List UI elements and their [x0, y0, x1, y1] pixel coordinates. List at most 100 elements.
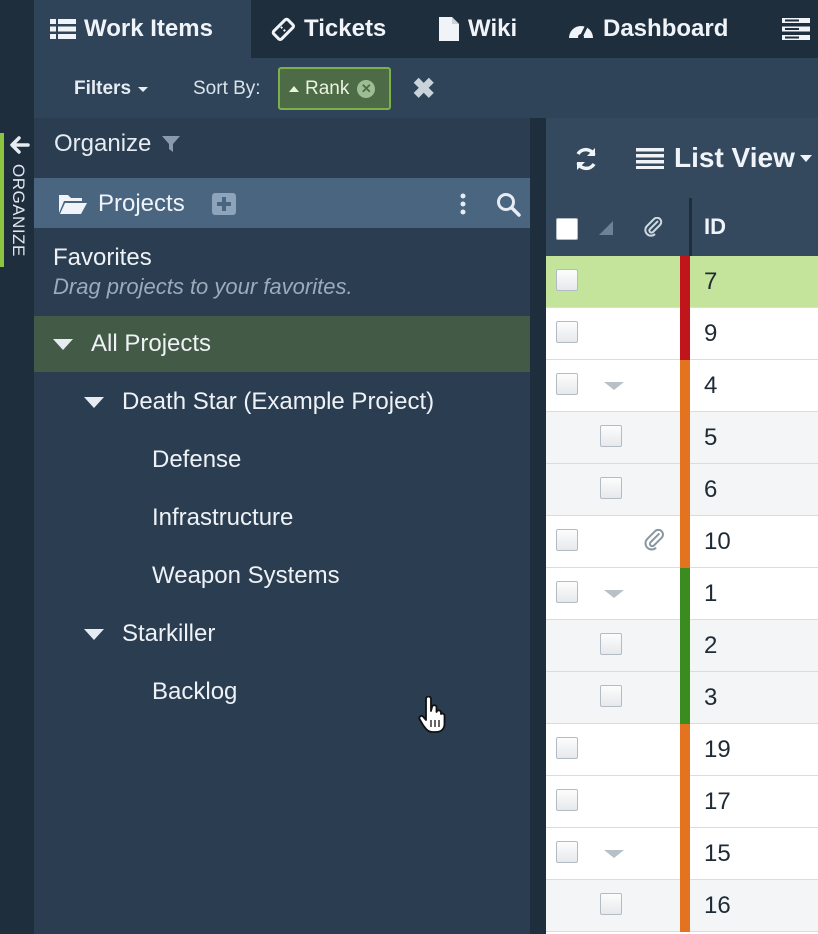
select-all-checkbox[interactable] [556, 218, 578, 240]
table-row[interactable]: 6 [546, 464, 818, 516]
tree-item-defense[interactable]: Defense [34, 432, 530, 488]
caret-down-icon[interactable] [84, 628, 104, 640]
table-row[interactable]: 17 [546, 776, 818, 828]
list-view-dropdown[interactable]: List View [636, 142, 818, 174]
table-row[interactable]: 10 [546, 516, 818, 568]
caret-down-icon [138, 87, 149, 92]
tree-item-death-star[interactable]: Death Star (Example Project) [34, 374, 530, 430]
table-row[interactable]: 7 [546, 256, 818, 308]
table-row[interactable]: 15 [546, 828, 818, 880]
caret-down-icon[interactable] [84, 396, 104, 408]
expand-toggle-icon[interactable] [604, 382, 624, 390]
expand-toggle-icon[interactable] [604, 850, 624, 858]
remove-sort-icon[interactable]: ✕ [357, 79, 376, 98]
priority-color-bar [680, 308, 690, 360]
row-checkbox[interactable] [556, 373, 578, 395]
row-checkbox[interactable] [556, 737, 578, 759]
row-checkbox[interactable] [556, 581, 578, 603]
priority-color-bar [680, 568, 690, 620]
priority-color-bar [680, 724, 690, 776]
column-header-id[interactable]: ID [704, 214, 726, 239]
row-checkbox[interactable] [556, 269, 578, 291]
table-row[interactable]: 5 [546, 412, 818, 464]
ticket-icon [271, 17, 295, 41]
more-vertical-icon[interactable] [460, 193, 466, 215]
table-row[interactable]: 19 [546, 724, 818, 776]
row-checkbox[interactable] [600, 477, 622, 499]
row-id[interactable]: 15 [704, 840, 731, 867]
row-checkbox[interactable] [556, 841, 578, 863]
panel-divider [34, 178, 530, 180]
list-lines-icon [636, 148, 664, 169]
filters-dropdown[interactable]: Filters [74, 78, 150, 100]
organize-title: Organize [54, 130, 181, 158]
tab-label: Work Items [84, 15, 213, 42]
row-id[interactable]: 16 [704, 892, 731, 919]
organize-toggle-strip[interactable]: ORGANIZE [0, 0, 34, 934]
tree-item-backlog[interactable]: Backlog [34, 664, 530, 720]
row-checkbox[interactable] [600, 425, 622, 447]
row-id[interactable]: 4 [704, 372, 718, 399]
menu-icon [782, 18, 810, 40]
caret-down-icon[interactable] [53, 338, 73, 350]
more-menu[interactable] [782, 0, 818, 58]
clear-filters-icon[interactable]: ✖ [412, 73, 436, 104]
tree-item-infrastructure[interactable]: Infrastructure [34, 490, 530, 546]
tree-item-label: Infrastructure [152, 504, 294, 531]
row-id[interactable]: 7 [704, 268, 718, 295]
row-checkbox[interactable] [600, 633, 622, 655]
table-row[interactable]: 2 [546, 620, 818, 672]
filter-bar: Filters Sort By: Rank ✕ ✖ [34, 58, 818, 118]
arrow-left-icon[interactable] [8, 134, 30, 156]
hand-cursor-icon [418, 696, 446, 733]
search-icon[interactable] [496, 192, 522, 218]
work-item-list: List View ID 7 9 4 5 6 10 1 2 3 19 17 15 16 [546, 118, 818, 934]
favorites-hint: Drag projects to your favorites. [53, 274, 353, 299]
tree-item-all-projects[interactable]: All Projects [34, 316, 530, 372]
filter-icon[interactable] [161, 134, 181, 154]
tab-work-items[interactable]: Work Items [34, 0, 251, 58]
priority-color-bar [680, 464, 690, 516]
panel-splitter[interactable] [530, 118, 546, 934]
priority-color-bar [680, 880, 690, 932]
tab-dashboard[interactable]: Dashboard [567, 0, 728, 58]
row-checkbox[interactable] [556, 529, 578, 551]
row-id[interactable]: 5 [704, 424, 718, 451]
row-checkbox[interactable] [556, 321, 578, 343]
tab-wiki[interactable]: Wiki [438, 0, 517, 58]
tree-item-label: Death Star (Example Project) [122, 388, 435, 415]
row-id[interactable]: 3 [704, 684, 718, 711]
projects-label: Projects [98, 190, 185, 217]
sort-by-label: Sort By: [193, 78, 261, 99]
row-id[interactable]: 9 [704, 320, 718, 347]
row-checkbox[interactable] [556, 789, 578, 811]
add-project-icon[interactable] [212, 193, 236, 215]
attachment-icon [644, 217, 663, 237]
row-id[interactable]: 1 [704, 580, 718, 607]
expand-all-icon[interactable] [597, 219, 615, 237]
priority-color-bar [680, 828, 690, 880]
table-row[interactable]: 4 [546, 360, 818, 412]
tree-item-weapon-systems[interactable]: Weapon Systems [34, 548, 530, 604]
expand-toggle-icon[interactable] [604, 590, 624, 598]
attachment-icon[interactable] [644, 528, 666, 552]
row-checkbox[interactable] [600, 893, 622, 915]
column-separator[interactable] [689, 198, 692, 256]
table-row[interactable]: 9 [546, 308, 818, 360]
row-id[interactable]: 2 [704, 632, 718, 659]
table-row[interactable]: 3 [546, 672, 818, 724]
table-row[interactable]: 1 [546, 568, 818, 620]
row-id[interactable]: 10 [704, 528, 731, 555]
document-icon [439, 17, 459, 41]
refresh-icon[interactable] [573, 146, 599, 172]
row-id[interactable]: 17 [704, 788, 731, 815]
row-id[interactable]: 6 [704, 476, 718, 503]
row-id[interactable]: 19 [704, 736, 731, 763]
tab-tickets[interactable]: Tickets [270, 0, 386, 58]
organize-strip-label: ORGANIZE [9, 164, 28, 257]
table-row[interactable]: 16 [546, 880, 818, 932]
tree-item-starkiller[interactable]: Starkiller [34, 606, 530, 662]
row-checkbox[interactable] [600, 685, 622, 707]
sort-chip-rank[interactable]: Rank ✕ [278, 67, 391, 110]
favorites-title: Favorites [53, 244, 152, 271]
